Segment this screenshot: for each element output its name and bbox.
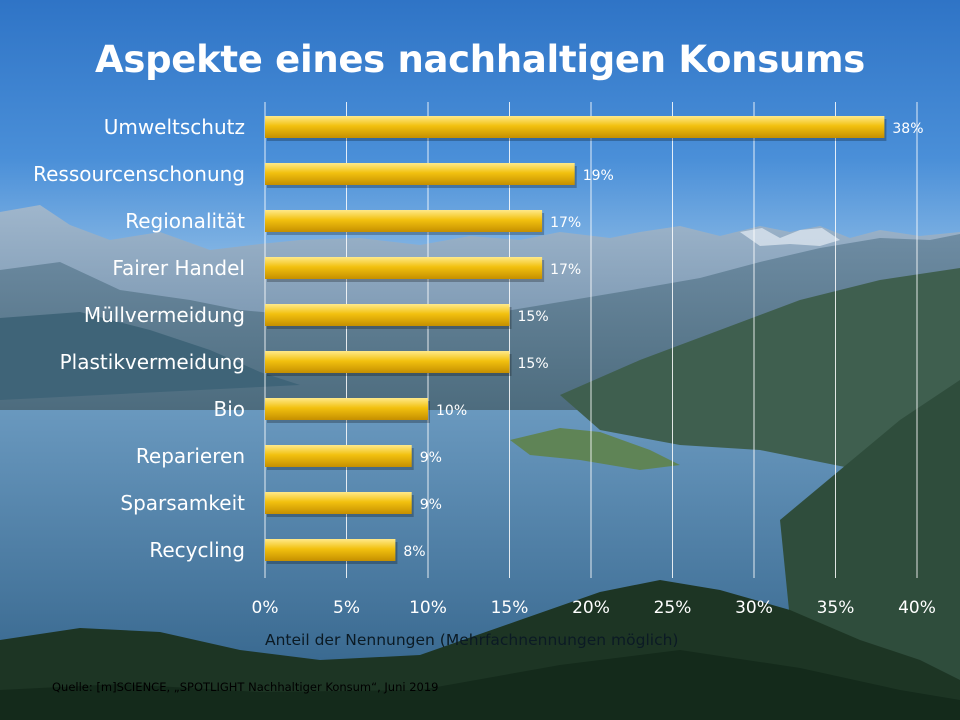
value-label: 8%: [403, 544, 425, 560]
bars: [265, 116, 887, 564]
bar: [265, 116, 885, 138]
category-label: Umweltschutz: [104, 115, 245, 139]
bar: [265, 210, 543, 232]
x-tick-label: 35%: [817, 598, 855, 618]
category-label: Recycling: [149, 538, 245, 562]
value-labels: 38% 19% 17% 17% 15% 15% 10% 9% 9% 8%: [403, 121, 923, 560]
value-label: 9%: [420, 497, 442, 513]
value-label: 17%: [550, 262, 581, 278]
x-tick-label: 15%: [491, 598, 529, 618]
bar: [265, 163, 575, 185]
bar: [265, 304, 510, 326]
x-tick-label: 40%: [898, 598, 936, 618]
value-label: 15%: [518, 356, 549, 372]
category-label: Ressourcenschonung: [33, 162, 245, 186]
category-labels: Umweltschutz Ressourcenschonung Regionalit…: [33, 115, 245, 562]
value-label: 19%: [583, 168, 614, 184]
value-label: 17%: [550, 215, 581, 231]
category-label: Sparsamkeit: [120, 491, 245, 515]
bar: [265, 398, 428, 420]
bar: [265, 539, 396, 561]
bar: [265, 445, 412, 467]
bar: [265, 257, 543, 279]
x-tick-label: 30%: [735, 598, 773, 618]
chart-title: Aspekte eines nachhaltigen Konsums: [95, 38, 865, 81]
category-label: Müllvermeidung: [84, 303, 245, 327]
gridlines: [264, 102, 918, 578]
x-tick-label: 0%: [252, 598, 279, 618]
value-label: 10%: [436, 403, 467, 419]
category-label: Plastikvermeidung: [60, 350, 245, 374]
value-label: 15%: [518, 309, 549, 325]
category-label: Bio: [213, 397, 245, 421]
value-label: 9%: [420, 450, 442, 466]
bar: [265, 492, 412, 514]
x-tick-label: 10%: [409, 598, 447, 618]
category-label: Regionalität: [125, 209, 245, 233]
category-label: Fairer Handel: [112, 256, 245, 280]
x-tick-labels: 0% 5% 10% 15% 20% 25% 30% 35% 40%: [252, 598, 936, 618]
x-tick-label: 5%: [333, 598, 360, 618]
value-label: 38%: [892, 121, 923, 137]
source-note: Quelle: [m]SCIENCE, „SPOTLIGHT Nachhalti…: [52, 680, 439, 694]
x-axis-label: Anteil der Nennungen (Mehrfachnennungen …: [265, 631, 679, 649]
x-tick-label: 25%: [654, 598, 692, 618]
bar: [265, 351, 510, 373]
x-tick-label: 20%: [572, 598, 610, 618]
category-label: Reparieren: [136, 444, 245, 468]
